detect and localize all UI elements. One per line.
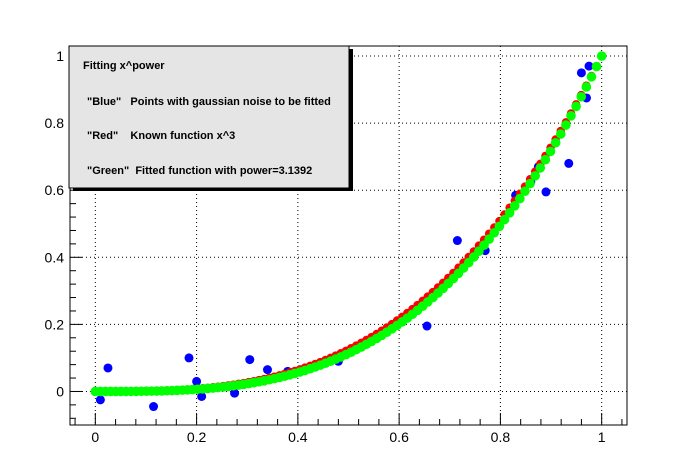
data-point-blue [564, 158, 574, 168]
legend-entry-red: "Red" Known function x^3 [87, 130, 235, 142]
y-tick-label: 0.8 [45, 115, 65, 131]
curve-point-green [576, 91, 587, 102]
curve-point-green [591, 61, 602, 72]
curve-point-green [494, 221, 505, 232]
legend-title: Fitting x^power [83, 60, 165, 72]
y-tick-label: 0 [56, 383, 64, 399]
y-tick-label: 0.6 [45, 182, 65, 198]
data-point-blue [149, 402, 159, 412]
data-point-blue [452, 236, 462, 246]
curve-point-green [504, 208, 515, 218]
curve-point-green [535, 163, 546, 173]
data-point-blue [230, 388, 240, 398]
data-point-blue [197, 391, 207, 401]
curve-point-green [586, 72, 597, 82]
data-point-blue [262, 365, 272, 375]
data-point-blue [192, 376, 202, 386]
x-tick-label: 0.2 [187, 429, 207, 445]
data-point-blue [245, 355, 255, 365]
data-point-blue [422, 321, 432, 331]
curve-point-green [545, 146, 556, 157]
curve-point-green [596, 51, 607, 61]
axes: 0 0.2 0.4 0.6 0.8 1 0 0.2 0.4 0.6 0.8 1 [45, 45, 628, 445]
curve-point-green [515, 193, 525, 204]
y-tick-label: 0.2 [45, 316, 65, 332]
curve-point-green [581, 82, 592, 92]
data-series [90, 51, 607, 412]
y-tick-label: 0.4 [45, 249, 65, 265]
data-point-blue [184, 353, 194, 363]
curve-point-green [561, 120, 571, 130]
data-point-blue [541, 187, 551, 197]
curve-point-green [566, 111, 576, 121]
data-point-blue [584, 61, 594, 71]
legend-entry-green: "Green" Fitted function with power=3.139… [87, 165, 312, 177]
curve-point-green [571, 101, 581, 112]
x-tick-label: 0.4 [288, 429, 308, 445]
data-point-blue [103, 363, 113, 373]
curve-point-green [530, 171, 540, 181]
curve-point-green [555, 129, 566, 139]
curve-point-green [489, 227, 500, 238]
x-tick-label: 0.8 [491, 429, 511, 445]
curve-point-green [509, 201, 520, 211]
legend-background [68, 45, 350, 189]
legend-box: Fitting x^power "Blue" Points with gauss… [68, 45, 353, 191]
curve-point-green [550, 137, 561, 148]
curve-point-green [540, 154, 551, 165]
curve-point-green [525, 178, 535, 189]
data-point-blue [95, 395, 105, 405]
y-tick-label: 1 [56, 48, 64, 64]
legend-entry-blue: "Blue" Points with gaussian noise to be … [87, 96, 331, 108]
x-tick-label: 1 [598, 429, 606, 445]
data-point-blue [576, 68, 586, 78]
curve-point-green [499, 214, 510, 225]
curve-point-green [520, 186, 530, 197]
x-tick-label: 0.6 [389, 429, 409, 445]
x-tick-label: 0 [91, 429, 99, 445]
